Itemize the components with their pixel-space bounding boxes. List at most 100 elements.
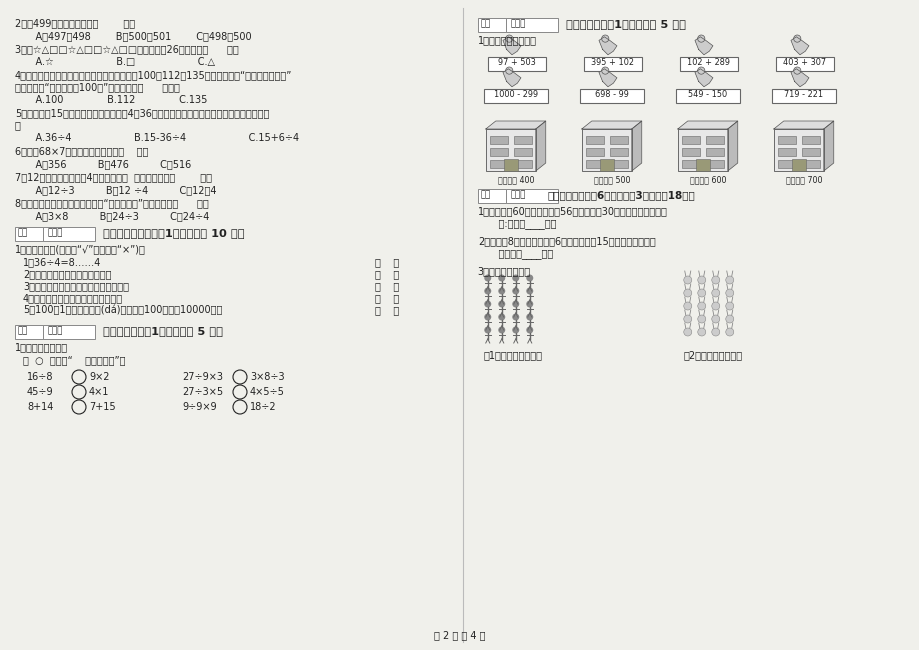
Circle shape [711, 328, 719, 336]
Bar [771, 89, 834, 103]
Circle shape [526, 326, 533, 333]
Bar [705, 136, 723, 144]
Polygon shape [631, 121, 641, 171]
Circle shape [683, 302, 691, 310]
Polygon shape [727, 121, 737, 171]
Polygon shape [790, 37, 808, 55]
Text: 第 2 页 共 4 页: 第 2 页 共 4 页 [434, 630, 485, 640]
Text: 5、牙膏原来15元一支，现在优惠促销，4支36元。现在每支比原来便宜了多少元？正确是（: 5、牙膏原来15元一支，现在优惠促销，4支36元。现在每支比原来便宜了多少元？正… [15, 108, 269, 118]
Text: 1、食堂买来60棵白菜，吃了56棵。又买来30棵，现在有多少棵？: 1、食堂买来60棵白菜，吃了56棵。又买来30棵，现在有多少棵？ [477, 206, 667, 216]
Polygon shape [485, 121, 545, 129]
Bar [677, 129, 727, 171]
Circle shape [725, 315, 733, 323]
Text: 得数大约 500: 得数大约 500 [593, 175, 630, 184]
Text: A.36÷4                    B.15-36÷4                    C.15+6÷4: A.36÷4 B.15-36÷4 C.15+6÷4 [23, 133, 299, 143]
Text: 6、估一68×7的得数正确的可能是（    ）。: 6、估一68×7的得数正确的可能是（ ）。 [15, 146, 148, 156]
Text: A、12÷3          B、12 ÷4          C、12－4: A、12÷3 B、12 ÷4 C、12－4 [23, 185, 216, 195]
Text: 7+15: 7+15 [89, 402, 116, 412]
Circle shape [505, 35, 512, 42]
Bar [483, 89, 547, 103]
Circle shape [711, 302, 719, 310]
Text: 得分: 得分 [481, 190, 491, 199]
Text: 评卷人: 评卷人 [48, 326, 63, 335]
Polygon shape [694, 37, 712, 55]
Circle shape [526, 313, 533, 320]
Text: 9×2: 9×2 [89, 372, 109, 382]
Text: 得分: 得分 [18, 228, 28, 237]
Bar [705, 160, 723, 168]
Circle shape [601, 35, 608, 42]
Text: （1）一共有多少人？: （1）一共有多少人？ [482, 350, 541, 360]
Text: 得数接近 600: 得数接近 600 [688, 175, 725, 184]
Text: 得分: 得分 [18, 326, 28, 335]
Circle shape [793, 35, 800, 42]
Bar [791, 159, 805, 171]
Bar [487, 57, 545, 71]
Polygon shape [790, 69, 808, 87]
Text: 评卷人: 评卷人 [48, 228, 63, 237]
Polygon shape [598, 37, 617, 55]
Polygon shape [773, 121, 833, 129]
Text: 评卷人: 评卷人 [510, 19, 526, 28]
Bar [777, 160, 795, 168]
Text: 549 - 150: 549 - 150 [687, 90, 727, 99]
Text: 3、按☆△□□☆△□□☆△□□的规律，第26个图形是（      ）。: 3、按☆△□□☆△□□☆△□□的规律，第26个图形是（ ）。 [15, 44, 239, 54]
Text: 4×5÷5: 4×5÷5 [250, 387, 285, 397]
Text: 答：还剩____个。: 答：还剩____个。 [485, 249, 552, 259]
Text: 4、对边相等的四边形一定是长方形。: 4、对边相等的四边形一定是长方形。 [23, 293, 123, 303]
Polygon shape [503, 37, 520, 55]
Text: 得数大约 700: 得数大约 700 [785, 175, 821, 184]
Text: 1、估一估，连一连。: 1、估一估，连一连。 [477, 35, 536, 45]
Text: （    ）: （ ） [375, 269, 399, 279]
Polygon shape [694, 69, 712, 87]
Text: 3、看图列式计算。: 3、看图列式计算。 [477, 266, 530, 276]
Text: 102 + 289: 102 + 289 [686, 58, 730, 67]
Bar [773, 129, 823, 171]
Text: 97 + 503: 97 + 503 [497, 58, 535, 67]
Circle shape [697, 276, 705, 284]
Text: 七、连一连（兲1大题，共计 5 分）: 七、连一连（兲1大题，共计 5 分） [565, 19, 685, 29]
Bar [504, 159, 517, 171]
Circle shape [483, 326, 491, 333]
Text: 得分: 得分 [481, 19, 491, 28]
Bar [679, 57, 737, 71]
Text: 2、老师有8袋乓乓球，每袈6个，借给同学15个，还剩多少个？: 2、老师有8袋乓乓球，每袈6个，借给同学15个，还剩多少个？ [477, 236, 655, 246]
Circle shape [498, 313, 505, 320]
Circle shape [725, 328, 733, 336]
Circle shape [697, 328, 705, 336]
Circle shape [483, 313, 491, 320]
Text: 八、解决问题（兲6小题，每题3分，共计18分）: 八、解决问题（兲6小题，每题3分，共计18分） [547, 190, 695, 200]
Text: 698 - 99: 698 - 99 [595, 90, 628, 99]
Circle shape [683, 328, 691, 336]
Text: 五、判断对与错（兲1大题，共计 10 分）: 五、判断对与错（兲1大题，共计 10 分） [103, 228, 244, 238]
Bar [585, 136, 603, 144]
Bar [599, 159, 613, 171]
Text: 1、36÷4=8……4: 1、36÷4=8……4 [23, 257, 101, 267]
Text: A.☆                    B.□                    C.△: A.☆ B.□ C.△ [23, 57, 215, 67]
Circle shape [498, 326, 505, 333]
Text: 1、我会判断。(对的画“√”，错的画“×”)。: 1、我会判断。(对的画“√”，错的画“×”)。 [15, 244, 146, 254]
Polygon shape [535, 121, 545, 171]
Bar [800, 160, 819, 168]
Circle shape [512, 287, 518, 294]
Text: 8+14: 8+14 [27, 402, 53, 412]
Circle shape [697, 35, 704, 42]
Polygon shape [581, 121, 641, 129]
Circle shape [512, 300, 518, 307]
Polygon shape [503, 69, 520, 87]
Bar [695, 159, 709, 171]
Polygon shape [598, 69, 617, 87]
Bar [800, 136, 819, 144]
Bar [477, 189, 505, 203]
Text: 18÷2: 18÷2 [250, 402, 277, 412]
Bar [775, 57, 833, 71]
Text: （    ）: （ ） [375, 293, 399, 303]
Circle shape [697, 67, 704, 74]
Circle shape [498, 300, 505, 307]
Bar [609, 160, 627, 168]
Bar [681, 148, 699, 156]
Bar [489, 136, 507, 144]
Circle shape [725, 289, 733, 297]
Text: 评卷人: 评卷人 [510, 190, 526, 199]
Text: 六、比一比（兲1大题，共计 5 分）: 六、比一比（兲1大题，共计 5 分） [103, 326, 222, 336]
